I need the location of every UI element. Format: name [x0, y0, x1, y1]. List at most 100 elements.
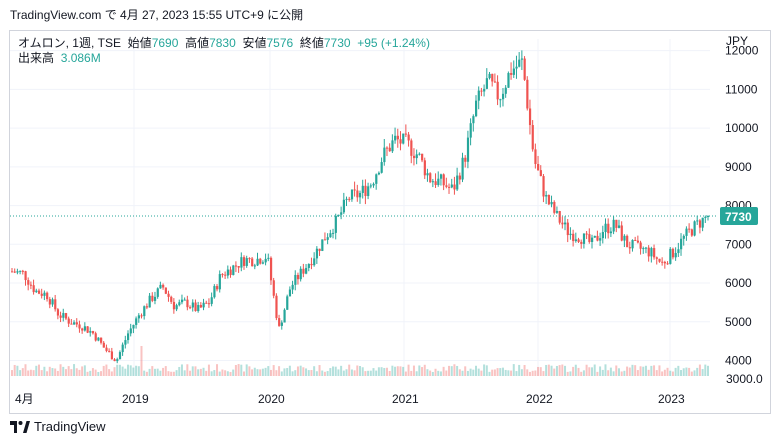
candle-body	[512, 68, 515, 75]
volume-bar	[353, 370, 356, 376]
volume-bar	[78, 369, 81, 376]
volume-bar	[501, 367, 504, 376]
volume-bar	[537, 366, 540, 376]
candle-body	[669, 248, 672, 264]
symbol-label[interactable]: オムロン, 1週, TSE	[18, 36, 121, 50]
volume-bar	[253, 367, 256, 376]
candle-body	[202, 302, 205, 308]
volume-bar	[617, 368, 620, 376]
volume-bar	[391, 365, 394, 376]
tradingview-logo[interactable]: TradingView	[10, 419, 106, 434]
x-tick-label: 2020	[258, 392, 285, 406]
volume-bar	[680, 370, 683, 376]
candle-body	[518, 59, 521, 67]
candle-body	[391, 140, 394, 152]
volume-bar	[224, 370, 227, 376]
y-tick-label: 7000	[725, 237, 752, 251]
volume-bar	[596, 371, 599, 376]
volume-bar	[183, 370, 186, 376]
publish-caption: TradingView.com で 4月 27, 2023 15:55 UTC+…	[10, 8, 304, 22]
volume-bar	[32, 370, 35, 376]
volume-bar	[466, 370, 469, 376]
candle-body	[91, 331, 95, 334]
volume-bar	[688, 367, 691, 376]
candle-body	[542, 176, 545, 197]
candle-body	[453, 184, 456, 190]
volume-bar	[334, 366, 337, 376]
volume-bar	[240, 364, 243, 376]
volume-bar	[372, 368, 375, 376]
volume-bar	[512, 364, 515, 376]
volume-bar	[434, 368, 437, 376]
candle-body	[418, 153, 421, 155]
volume-bar	[464, 366, 467, 376]
volume-bar	[394, 366, 397, 376]
volume-bar	[461, 370, 464, 376]
candle-body	[593, 235, 596, 238]
volume-bar	[13, 364, 16, 376]
volume-bar	[377, 367, 380, 376]
volume-bar	[674, 367, 677, 376]
candle-body	[607, 223, 610, 234]
candle-body	[94, 333, 97, 341]
candle-body	[561, 222, 564, 225]
candle-body	[491, 73, 494, 82]
candle-body	[661, 261, 664, 263]
candle-body	[410, 140, 413, 156]
candle-body	[11, 271, 14, 273]
volume-bar	[172, 371, 175, 376]
candle-body	[383, 147, 386, 163]
ohlc-legend: オムロン, 1週, TSE 始値7690 高値7830 安値7576 終値773…	[18, 36, 430, 66]
volume-bar	[148, 368, 151, 376]
candle-body	[534, 149, 537, 164]
candle-body	[37, 290, 41, 294]
candle-body	[29, 284, 33, 286]
candle-body	[180, 299, 184, 303]
volume-bar	[51, 368, 54, 376]
candle-body	[307, 263, 310, 268]
candle-body	[261, 262, 265, 264]
volume-bar	[574, 364, 577, 376]
candle-body	[682, 235, 685, 239]
volume-bar	[367, 370, 370, 376]
candle-body	[553, 201, 556, 213]
candle-body	[431, 181, 435, 183]
volume-bar	[180, 364, 183, 376]
candle-body	[172, 301, 176, 310]
candle-body	[218, 274, 221, 290]
volume-bar	[29, 369, 32, 376]
volume-bar	[453, 364, 456, 376]
volume-bar	[369, 370, 372, 376]
volume-bar	[472, 369, 475, 376]
volume-bar	[248, 366, 251, 376]
candle-body	[566, 222, 569, 236]
volume-bar	[272, 365, 275, 376]
volume-bar	[97, 371, 100, 376]
volume-bar	[626, 366, 629, 376]
volume-bar	[631, 364, 634, 376]
candle-body	[696, 220, 699, 222]
candlestick-chart[interactable]: 400050006000700080009000100001100012000J…	[10, 31, 770, 413]
volume-bar	[286, 368, 289, 376]
candle-body	[121, 344, 124, 353]
volume-bar	[348, 364, 351, 376]
candle-body	[547, 194, 551, 205]
candle-body	[118, 352, 122, 360]
candle-body	[523, 58, 526, 80]
candle-body	[272, 280, 275, 296]
candle-body	[229, 269, 232, 275]
volume-bar	[70, 369, 73, 376]
candle-body	[288, 289, 292, 297]
volume-bar	[609, 367, 612, 376]
candle-body	[59, 315, 62, 318]
candle-body	[197, 305, 200, 312]
candle-body	[588, 234, 591, 242]
volume-bar	[164, 366, 167, 376]
volume-bar	[421, 367, 424, 376]
candle-body	[644, 247, 648, 249]
candle-body	[528, 108, 532, 126]
candle-body	[135, 318, 138, 325]
candle-body	[480, 90, 483, 92]
volume-bar	[275, 370, 278, 376]
volume-bar	[302, 367, 305, 376]
